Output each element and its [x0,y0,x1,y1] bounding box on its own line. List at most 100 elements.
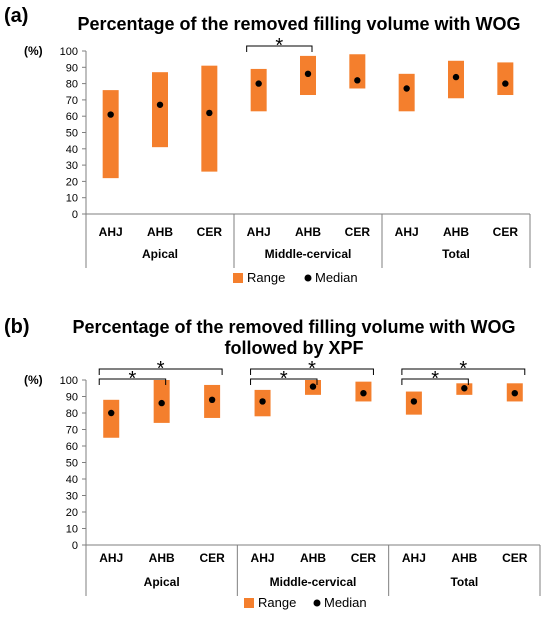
x-tick-label: CER [345,225,371,239]
x-tick-label: AHJ [395,225,419,239]
y-tick-label: 0 [72,540,78,552]
x-tick-label: AHB [149,551,175,565]
significance-star: * [308,358,316,380]
y-tick-label: 20 [66,176,78,188]
y-tick-label: 20 [66,507,78,519]
group-label: Total [442,247,470,261]
median-point [452,73,460,81]
median-point [309,383,317,390]
range-bar [102,90,119,179]
group-label: Total [450,575,478,589]
median-point [208,396,216,403]
median-point [511,390,518,397]
x-tick-label: CER [351,551,377,565]
y-tick-label: 90 [66,392,78,404]
significance-star: * [431,368,439,390]
legend-median-label: Median [315,270,358,285]
group-label: Middle-cervical [265,247,352,261]
median-point [403,85,410,92]
x-tick-label: CER [197,225,223,239]
y-tick-label: 60 [66,441,78,453]
legend-range-swatch [233,273,243,283]
legend-median-marker [313,599,321,607]
x-tick-label: AHJ [251,551,275,565]
y-tick-label: 40 [66,144,78,156]
significance-star: * [280,368,288,390]
panel-b: (b) Percentage of the removed filling vol… [4,316,541,610]
median-point [410,398,418,405]
y-tick-label: 50 [66,458,78,470]
y-tick-label: 90 [66,62,78,74]
range-bar [497,62,514,96]
significance-bracket [98,378,167,385]
y-tick-label: 70 [66,425,78,437]
median-point [158,399,165,407]
range-bar [152,72,168,148]
y-tick-label: 60 [66,111,78,123]
median-point [108,409,115,417]
legend-range-swatch [244,598,254,608]
y-tick-label: 10 [66,193,78,205]
y-tick-label: 100 [60,375,78,387]
y-tick-label: 30 [66,160,78,172]
y-tick-label: 100 [60,46,78,58]
chart-title: Percentage of the removed filling volume… [77,14,520,34]
y-tick-label: 80 [66,408,78,420]
x-tick-label: AHB [295,225,321,239]
x-tick-label: AHJ [402,551,426,565]
significance-bracket [246,45,313,52]
y-tick-label: 70 [66,95,78,107]
range-bar [201,65,218,172]
median-point [360,390,367,397]
median-point [107,111,114,118]
panel-a: (a) Percentage of the removed filling vol… [4,5,531,285]
x-tick-label: AHJ [247,225,271,239]
median-point [304,70,312,78]
legend-median-marker [304,274,312,282]
y-tick-label: 80 [66,79,78,91]
x-tick-label: CER [502,551,528,565]
x-tick-label: AHB [443,225,469,239]
y-axis-unit: (%) [24,44,43,58]
range-bar [349,54,366,89]
y-tick-label: 40 [66,474,78,486]
legend-range-label: Range [258,595,296,610]
chart-title: Percentage of the removed filling volume… [72,317,515,337]
x-tick-label: AHB [147,225,173,239]
median-point [156,101,164,108]
significance-star: * [275,35,283,57]
significance-bracket [250,368,374,375]
panel-label: (a) [4,5,28,27]
group-label: Middle-cervical [270,575,357,589]
group-label: Apical [142,247,178,261]
significance-star: * [459,358,467,380]
median-point [259,398,266,405]
y-tick-label: 0 [72,209,78,221]
significance-star: * [129,368,137,390]
y-tick-label: 10 [66,524,78,536]
x-tick-label: AHJ [99,225,123,239]
legend-median-label: Median [324,595,367,610]
significance-star: * [157,358,165,380]
significance-bracket [250,378,318,385]
legend-range-label: Range [247,270,285,285]
x-tick-label: CER [199,551,225,565]
median-point [502,80,509,87]
significance-bracket [401,368,526,375]
median-point [354,77,361,84]
median-point [206,109,213,117]
group-label: Apical [144,575,180,589]
x-tick-label: CER [493,225,519,239]
range-bar [250,68,267,112]
x-tick-label: AHB [300,551,326,565]
panel-label: (b) [4,316,30,338]
y-tick-label: 50 [66,128,78,140]
y-tick-label: 30 [66,491,78,503]
chart-title: followed by XPF [224,338,363,358]
x-tick-label: AHJ [99,551,123,565]
y-axis-unit: (%) [24,373,43,387]
significance-bracket [98,368,223,375]
x-tick-label: AHB [451,551,477,565]
range-bar [398,73,415,112]
